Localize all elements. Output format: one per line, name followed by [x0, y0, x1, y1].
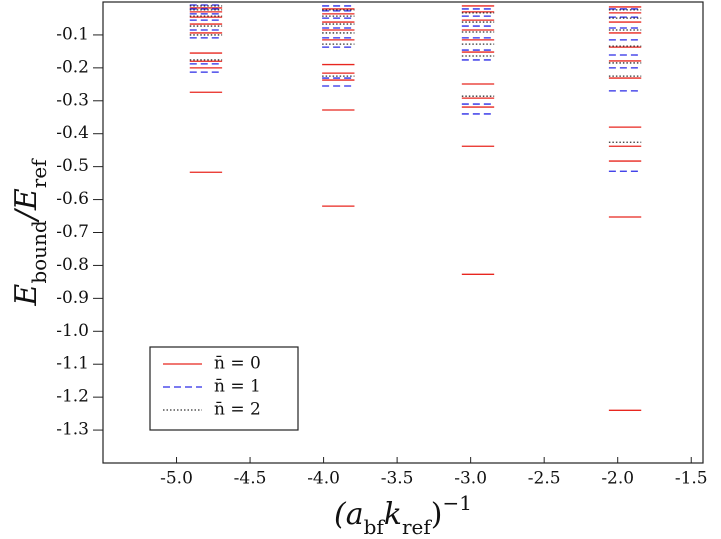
x-axis-label-part: bf	[364, 515, 386, 539]
y-tick-label: -0.8	[56, 255, 89, 275]
x-tick-label: -4.0	[307, 469, 340, 489]
y-tick-label: -1.2	[56, 387, 89, 407]
y-axis-label: Ebound/Eref	[9, 158, 51, 307]
y-tick-label: -1.0	[56, 321, 89, 341]
x-axis-label: (abfkref)−1	[334, 491, 472, 539]
y-axis-label-part: /E	[9, 188, 44, 223]
y-tick-label: -0.5	[56, 156, 89, 176]
y-axis-label-part: ref	[27, 158, 51, 188]
legend-box	[149, 346, 299, 431]
y-tick-label: -0.1	[56, 24, 89, 44]
y-tick-label: -0.6	[56, 189, 89, 209]
x-axis-label-part: ref	[402, 515, 432, 539]
y-tick-label: -1.1	[56, 354, 89, 374]
x-axis-label-part: −1	[443, 491, 472, 515]
x-axis-label-part: (a	[334, 497, 364, 532]
x-axis-label-part: k	[384, 497, 402, 532]
legend-label: n̄ = 0	[214, 354, 261, 374]
y-tick-label: -0.4	[56, 123, 89, 143]
x-tick-label: -3.0	[454, 469, 487, 489]
y-axis-label-part: bound	[27, 220, 51, 284]
y-tick-label: -0.3	[56, 90, 89, 110]
x-tick-label: -2.5	[528, 469, 561, 489]
legend-label: n̄ = 2	[214, 400, 261, 420]
x-axis-label-part: )	[431, 497, 443, 532]
x-tick-label: -5.0	[160, 469, 193, 489]
y-axis-label-part: E	[9, 284, 44, 307]
x-tick-label: -4.5	[234, 469, 267, 489]
x-tick-label: -3.5	[381, 469, 414, 489]
x-tick-label: -1.5	[675, 469, 708, 489]
legend-label: n̄ = 1	[214, 377, 261, 397]
y-tick-label: -0.9	[56, 288, 89, 308]
y-tick-label: -1.3	[56, 420, 89, 440]
y-tick-label: -0.7	[56, 222, 89, 242]
x-tick-label: -2.0	[601, 469, 634, 489]
y-tick-label: -0.2	[56, 57, 89, 77]
